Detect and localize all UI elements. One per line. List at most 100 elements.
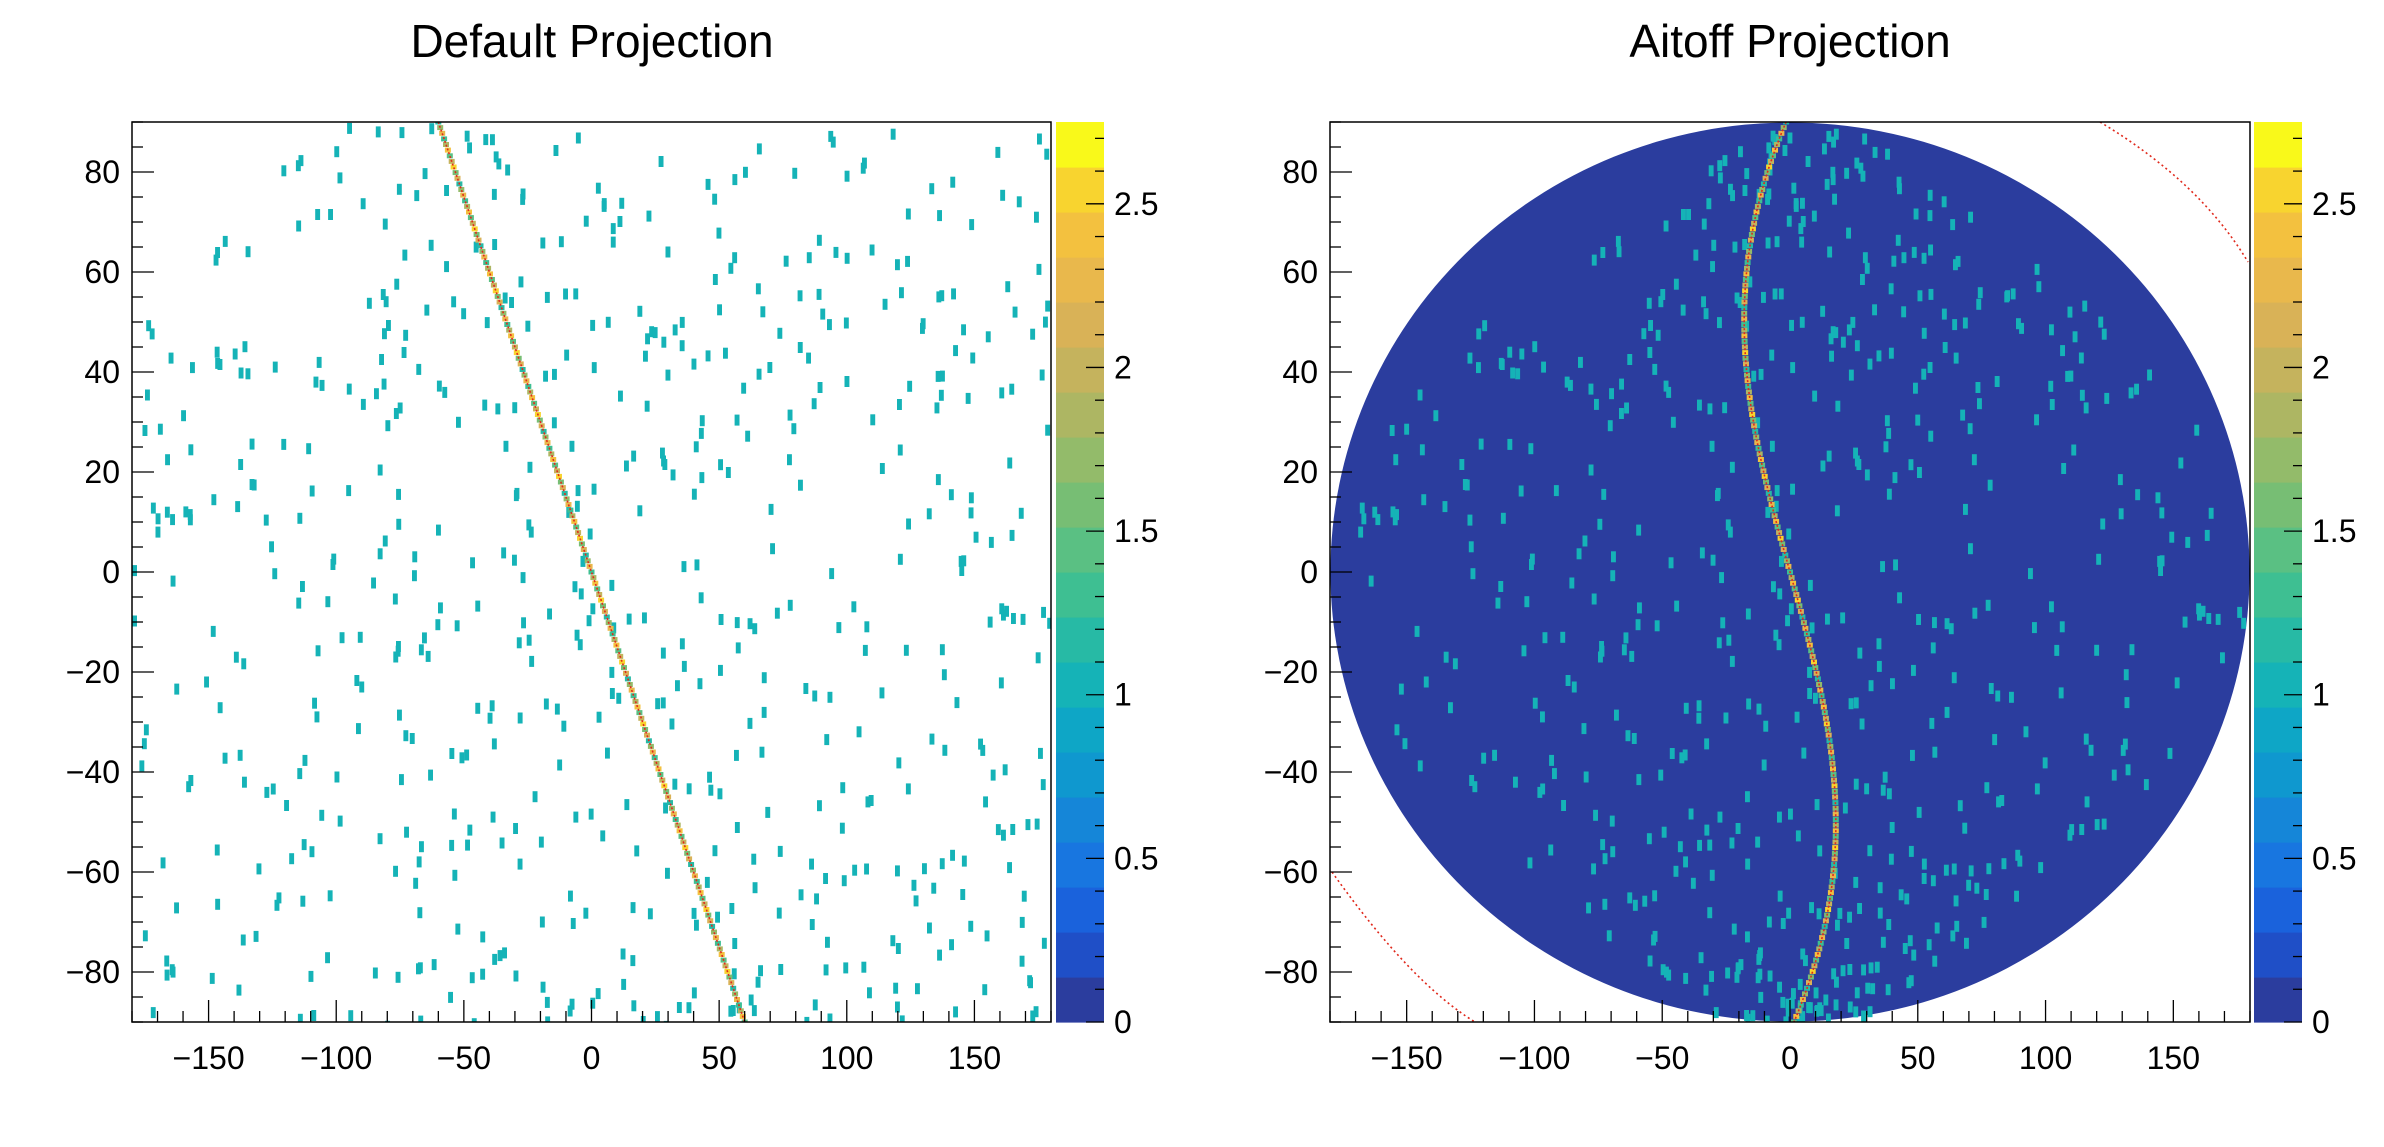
sparse-bin	[210, 625, 216, 637]
sparse-bin	[588, 808, 594, 820]
sparse-bin	[1774, 236, 1780, 248]
sparse-bin	[1814, 1005, 1820, 1017]
sparse-bin	[1785, 615, 1790, 627]
sparse-bin	[561, 720, 567, 732]
colorbar-level	[2254, 572, 2302, 618]
band-bin	[1822, 715, 1829, 721]
sparse-bin	[1988, 683, 1994, 694]
sparse-bin	[1953, 895, 1959, 907]
sparse-bin	[747, 717, 753, 729]
sparse-bin	[513, 823, 518, 834]
sparse-bin	[1826, 1013, 1831, 1022]
sparse-bin	[1785, 998, 1791, 1010]
sparse-bin	[679, 340, 685, 352]
sparse-bin	[1904, 893, 1910, 905]
plot-area	[132, 122, 1051, 1022]
band-bin	[446, 153, 453, 159]
sparse-bin	[1701, 296, 1706, 308]
sparse-bin	[647, 908, 653, 920]
sparse-bin	[1598, 651, 1603, 663]
sparse-bin	[1025, 819, 1031, 831]
sparse-bin	[491, 738, 497, 750]
band-bin	[1756, 198, 1763, 204]
sparse-bin	[2124, 697, 2130, 709]
sparse-bin	[575, 485, 581, 497]
sparse-bin	[920, 322, 925, 334]
y-tick-label: −60	[1264, 854, 1318, 890]
colorbar-tick-label: 1	[1114, 677, 1132, 713]
sparse-bin	[1648, 320, 1653, 331]
sparse-bin	[1044, 148, 1050, 160]
sparse-bin	[436, 524, 441, 536]
sparse-bin	[2185, 536, 2191, 548]
sparse-bin	[752, 623, 758, 635]
sparse-bin	[1417, 760, 1423, 772]
sparse-bin	[382, 328, 387, 340]
sparse-bin	[1921, 252, 1927, 264]
band-bin	[1806, 980, 1812, 986]
sparse-bin	[1857, 903, 1862, 914]
sparse-bin	[609, 666, 615, 678]
band-bin	[1808, 648, 1815, 654]
sparse-bin	[755, 976, 761, 988]
sparse-bin	[1963, 503, 1968, 515]
sparse-bin	[1019, 916, 1025, 928]
band-bin	[707, 918, 714, 924]
sparse-bin	[626, 613, 632, 625]
colorbar-tick-label: 0.5	[2312, 840, 2356, 876]
sparse-bin	[1921, 327, 1927, 339]
band-bin	[734, 997, 740, 1002]
sparse-bin	[1771, 581, 1776, 593]
sparse-bin	[2049, 324, 2054, 336]
sparse-bin	[1571, 681, 1577, 693]
sparse-bin	[756, 368, 762, 380]
sparse-bin	[526, 634, 532, 646]
sparse-bin	[760, 306, 766, 318]
sparse-bin	[768, 503, 774, 515]
colorbar-level	[2254, 392, 2302, 438]
sparse-bin	[396, 518, 402, 530]
sparse-bin	[470, 557, 475, 569]
sparse-bin	[2017, 855, 2023, 867]
sparse-bin	[414, 190, 420, 202]
sparse-bin	[983, 796, 988, 808]
sparse-bin	[681, 561, 687, 573]
band-bin	[1756, 451, 1763, 457]
sparse-bin	[1035, 652, 1041, 664]
sparse-bin	[1765, 506, 1771, 518]
sparse-bin	[897, 553, 903, 565]
sparse-bin	[295, 160, 301, 172]
sparse-bin	[969, 219, 975, 231]
sparse-bin	[1047, 617, 1051, 629]
sparse-bin	[843, 962, 849, 974]
colorbar-tick-label: 2.5	[2312, 186, 2356, 222]
sparse-bin	[833, 246, 839, 258]
sparse-bin	[418, 1015, 424, 1022]
sparse-bin	[1921, 368, 1927, 380]
sparse-bin	[1791, 182, 1797, 194]
sparse-bin	[870, 414, 876, 426]
sparse-bin	[461, 308, 467, 320]
band-bin	[458, 187, 465, 192]
sparse-bin	[1560, 631, 1566, 643]
sparse-bin	[777, 327, 783, 339]
sparse-bin	[337, 815, 343, 827]
sparse-bin	[978, 738, 983, 750]
sparse-bin	[1777, 588, 1783, 600]
sparse-bin	[1521, 645, 1527, 657]
sparse-bin	[634, 845, 640, 857]
sparse-bin	[1897, 183, 1902, 195]
sparse-bin	[896, 757, 902, 769]
band-bin	[1830, 766, 1836, 772]
sparse-bin	[1635, 619, 1641, 631]
sparse-bin	[752, 882, 758, 894]
sparse-bin	[1735, 823, 1741, 834]
sparse-bin	[573, 288, 579, 300]
band-bin	[502, 316, 509, 322]
sparse-bin	[467, 142, 472, 154]
colorbar-tick-label: 2	[1114, 349, 1132, 385]
sparse-bin	[1824, 178, 1830, 190]
sparse-bin	[844, 376, 850, 387]
band-bin	[1741, 316, 1748, 322]
sparse-bin	[1423, 676, 1429, 688]
